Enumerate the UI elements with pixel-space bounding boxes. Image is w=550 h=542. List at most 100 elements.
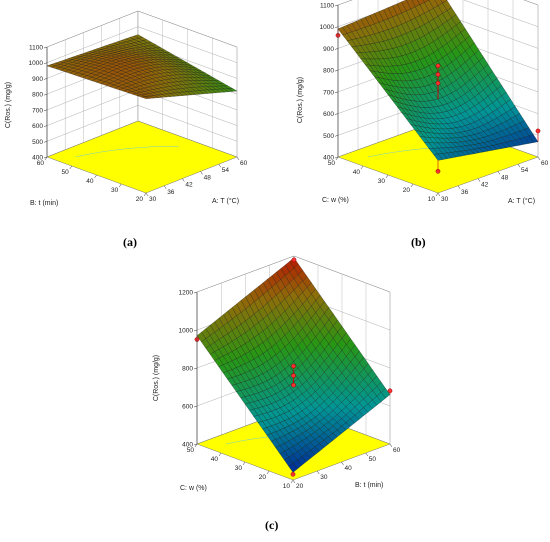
z-tick-label: 1100 [320, 3, 334, 10]
panel-c-label: (c) [265, 518, 279, 532]
design-point [435, 72, 441, 77]
z-axis-title: C(Ros.) (mg/g) [153, 355, 160, 401]
x-axis-title: B: t (min) [355, 482, 383, 489]
x-tick-label: 30 [149, 196, 157, 203]
z-tick [193, 291, 198, 294]
x-tick [317, 470, 320, 475]
z-tick [193, 329, 198, 332]
floor-contour [75, 145, 179, 158]
z-axis-title: C(Ros.) (mg/g) [5, 82, 12, 128]
z-tick [334, 69, 339, 72]
z-tick-label: 800 [182, 366, 193, 373]
x-tick [477, 178, 481, 182]
z-tick [43, 141, 48, 143]
design-point [291, 373, 296, 378]
z-tick-label: 1200 [179, 290, 194, 297]
design-point [291, 363, 296, 369]
x-tick [200, 171, 203, 175]
y-tick [360, 165, 364, 170]
z-tick-label: 700 [32, 107, 43, 114]
x-tick-label: 48 [204, 174, 212, 181]
x-tick [341, 461, 344, 466]
y-tick-label: 50 [187, 447, 195, 454]
y-tick [290, 479, 294, 484]
z-tick-label: 600 [182, 404, 193, 411]
y-tick [266, 470, 270, 475]
z-tick-label: 800 [32, 92, 43, 99]
z-tick [334, 4, 339, 7]
z-tick [334, 113, 339, 115]
y-tick-label: 30 [235, 465, 243, 472]
x-tick-label: 42 [481, 182, 489, 189]
z-tick-label: 1000 [179, 328, 194, 335]
y-tick [410, 183, 414, 188]
y-tick [435, 192, 439, 197]
z-tick [334, 26, 339, 28]
z-tick-label: 1000 [320, 24, 335, 31]
design-point [535, 128, 541, 134]
x-tick [365, 452, 368, 457]
z-tick [43, 93, 48, 96]
z-gridline [196, 255, 391, 293]
y-tick-label: 30 [378, 178, 386, 185]
x-tick [497, 171, 501, 175]
z-tick [334, 135, 339, 137]
x-tick-label: 54 [222, 167, 230, 174]
x-tick [537, 156, 541, 161]
x-tick-label: 54 [521, 167, 529, 174]
x-tick-label: 50 [369, 456, 377, 463]
surface-cell [433, 153, 443, 161]
x-tick [389, 443, 393, 448]
y-tick [242, 461, 246, 466]
response-surface [337, 0, 539, 161]
panel-b: 400 500 600 700 800 900 1000 1100 30 36 42 48 54 60 10… [297, 0, 549, 205]
z-tick [43, 62, 48, 64]
z-tick [43, 125, 48, 127]
x-tick-label: 30 [320, 474, 328, 481]
z-tick-label: 800 [323, 68, 334, 75]
y-tick [119, 183, 122, 188]
y-axis-title: B: t (min) [30, 200, 58, 207]
y-tick [218, 452, 222, 457]
z-gridline [46, 10, 238, 48]
z-tick-label: 400 [323, 155, 334, 162]
floor-plane [46, 120, 238, 194]
z-tick [193, 443, 198, 446]
x-tick [292, 479, 296, 484]
x-tick-label: 48 [501, 174, 509, 181]
y-tick-label: 20 [259, 474, 267, 481]
response-surface [46, 34, 238, 99]
x-tick-label: 36 [461, 189, 469, 196]
design-point [435, 80, 441, 86]
y-tick [69, 165, 72, 170]
z-tick [193, 405, 198, 408]
z-tick-label: 700 [323, 89, 334, 96]
x-tick-label: 30 [441, 196, 449, 203]
x-axis-title: A: T (°C) [508, 197, 535, 205]
y-tick-label: 10 [428, 196, 436, 203]
y-tick [194, 443, 198, 448]
panel-c: 400 600 800 1000 1200 20 30 40 50 60 10 20 30 40 50 C(R… [153, 255, 401, 492]
y-axis-title: C: w (%) [322, 197, 349, 204]
y-tick [44, 156, 48, 161]
y-tick-label: 30 [111, 187, 119, 194]
x-tick [163, 185, 167, 189]
x-tick [218, 164, 222, 168]
x-tick [437, 192, 441, 197]
panel-a: 400 500 600 700 800 900 1000 1100 30 36 42 48 54 60 20… [5, 10, 248, 207]
x-tick [236, 156, 240, 161]
z-tick [334, 91, 339, 94]
design-point [435, 168, 441, 174]
y-tick [94, 174, 97, 179]
z-gridline [46, 26, 238, 63]
design-point [387, 388, 393, 394]
y-tick-label: 40 [353, 169, 361, 176]
x-tick-label: 36 [167, 189, 175, 196]
z-tick [43, 156, 48, 159]
x-tick-label: 60 [393, 447, 401, 454]
design-point [290, 471, 296, 477]
z-tick-label: 1100 [29, 45, 43, 52]
z-tick [43, 46, 48, 49]
z-tick-label: 600 [323, 111, 334, 118]
y-tick-label: 50 [328, 160, 336, 167]
